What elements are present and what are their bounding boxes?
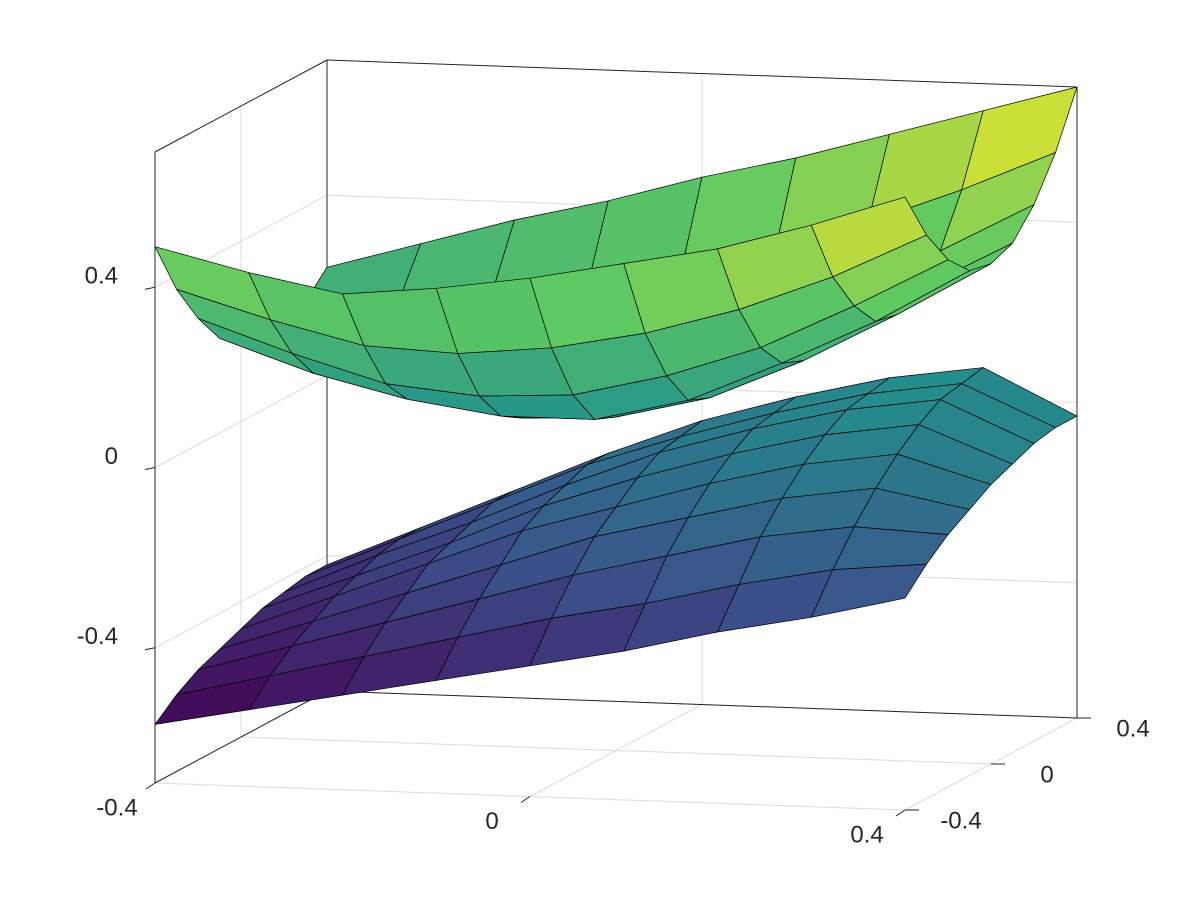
z-tick-label: 0.4 [85, 263, 118, 290]
box-edge [154, 690, 328, 784]
box-edge [326, 59, 1078, 88]
x-tick-label: -0.4 [96, 794, 137, 821]
x-tick-label: 0 [485, 808, 498, 835]
box-edge [326, 690, 1078, 719]
z-tick [144, 467, 156, 470]
z-tick [144, 286, 156, 290]
grid-line [240, 736, 992, 765]
box-edge [154, 59, 328, 153]
grid-line [154, 555, 328, 649]
y-tick-label: 0.4 [1116, 715, 1149, 742]
y-tick-label: 0 [1040, 761, 1053, 788]
z-tick [144, 647, 156, 651]
grid-line [154, 375, 328, 468]
z-tick-label: 0 [105, 443, 118, 470]
x-tick-label: 0.4 [850, 821, 883, 848]
x-tick [145, 782, 156, 790]
surface-face [810, 196, 927, 278]
x-tick [895, 809, 906, 817]
x-tick [520, 796, 531, 803]
surface-face [810, 563, 927, 618]
z-tick-label: -0.4 [77, 623, 118, 650]
y-tick-label: -0.4 [940, 807, 981, 834]
